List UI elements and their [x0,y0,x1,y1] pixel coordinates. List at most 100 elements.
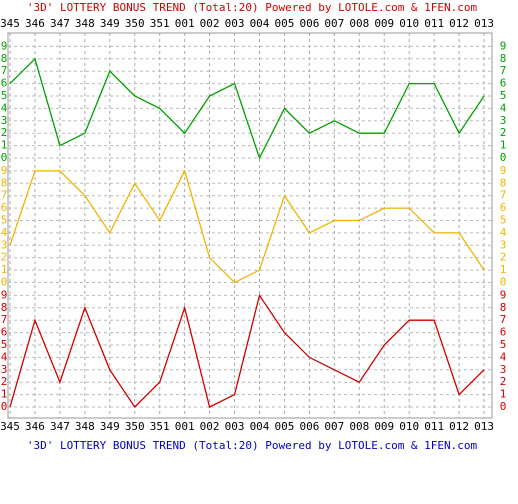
y-tick-label-left: 0 [1,151,8,164]
x-tick-label-top: 004 [250,17,270,30]
y-tick-label-right: 2 [500,251,507,264]
x-tick-label-top: 346 [25,17,45,30]
y-tick-label-right: 5 [500,214,507,227]
y-tick-label-right: 4 [500,101,507,114]
y-tick-label-left: 4 [1,350,8,363]
x-tick-label-top: 350 [125,17,145,30]
y-tick-label-left: 5 [1,214,8,227]
x-tick-label-bottom: 349 [100,420,120,433]
y-tick-label-right: 6 [500,326,507,339]
y-tick-label-right: 9 [500,39,507,52]
y-tick-label-right: 8 [500,52,507,65]
y-tick-label-right: 2 [500,126,507,139]
x-tick-label-bottom: 347 [50,420,70,433]
y-tick-label-left: 6 [1,201,8,214]
y-tick-label-left: 8 [1,301,8,314]
chart-footer: '3D' LOTTERY BONUS TREND (Total:20) Powe… [27,439,478,452]
x-tick-label-bottom: 001 [175,420,195,433]
y-tick-label-left: 1 [1,388,8,401]
x-tick-label-top: 007 [324,17,344,30]
x-tick-label-top: 009 [374,17,394,30]
y-tick-label-right: 0 [500,400,507,413]
y-tick-label-left: 8 [1,52,8,65]
y-tick-label-left: 1 [1,263,8,276]
y-tick-label-left: 6 [1,326,8,339]
x-tick-label-bottom: 351 [150,420,170,433]
x-tick-label-bottom: 346 [25,420,45,433]
x-tick-label-top: 349 [100,17,120,30]
x-tick-label-bottom: 010 [399,420,419,433]
y-tick-label-left: 6 [1,77,8,90]
x-tick-label-bottom: 013 [474,420,494,433]
x-tick-label-top: 351 [150,17,170,30]
y-tick-label-left: 9 [1,288,8,301]
x-tick-label-top: 011 [424,17,444,30]
x-tick-label-bottom: 348 [75,420,95,433]
y-tick-label-right: 6 [500,201,507,214]
y-tick-label-left: 9 [1,164,8,177]
y-tick-label-right: 3 [500,238,507,251]
y-tick-label-left: 2 [1,251,8,264]
y-tick-label-right: 8 [500,301,507,314]
y-tick-label-right: 5 [500,89,507,102]
x-tick-label-bottom: 345 [0,420,20,433]
y-tick-label-left: 5 [1,89,8,102]
y-tick-label-right: 2 [500,375,507,388]
x-tick-label-bottom: 005 [275,420,295,433]
y-tick-label-left: 7 [1,313,8,326]
plot-frame [7,32,493,419]
y-tick-label-left: 9 [1,39,8,52]
y-tick-label-left: 2 [1,126,8,139]
y-tick-label-left: 4 [1,226,8,239]
y-tick-label-right: 7 [500,313,507,326]
y-tick-label-right: 1 [500,388,507,401]
x-tick-label-bottom: 008 [349,420,369,433]
x-tick-label-top: 003 [225,17,245,30]
x-tick-label-top: 001 [175,17,195,30]
x-tick-label-top: 348 [75,17,95,30]
y-tick-label-right: 7 [500,64,507,77]
trend-line [9,169,485,284]
x-tick-label-bottom: 007 [324,420,344,433]
y-tick-label-left: 3 [1,238,8,251]
x-tick-label-bottom: 004 [250,420,270,433]
y-tick-label-left: 1 [1,139,8,152]
y-tick-label-right: 8 [500,176,507,189]
x-tick-label-top: 008 [349,17,369,30]
x-tick-label-top: 013 [474,17,494,30]
y-tick-label-left: 8 [1,176,8,189]
y-tick-label-right: 1 [500,263,507,276]
trend-line [9,293,485,409]
y-tick-label-left: 7 [1,64,8,77]
y-tick-label-right: 4 [500,350,507,363]
y-tick-label-right: 1 [500,139,507,152]
y-tick-label-right: 0 [500,151,507,164]
x-tick-label-bottom: 003 [225,420,245,433]
x-tick-label-bottom: 006 [299,420,319,433]
x-tick-label-bottom: 350 [125,420,145,433]
y-tick-label-left: 2 [1,375,8,388]
x-tick-label-top: 347 [50,17,70,30]
y-tick-label-right: 0 [500,276,507,289]
x-tick-label-top: 006 [299,17,319,30]
x-tick-label-top: 345 [0,17,20,30]
y-tick-label-right: 9 [500,288,507,301]
y-tick-label-right: 3 [500,114,507,127]
y-tick-label-right: 4 [500,226,507,239]
y-tick-label-right: 7 [500,189,507,202]
y-tick-label-right: 9 [500,164,507,177]
x-tick-label-top: 002 [200,17,220,30]
x-tick-label-bottom: 011 [424,420,444,433]
y-tick-label-right: 3 [500,363,507,376]
y-tick-label-right: 5 [500,338,507,351]
x-tick-label-top: 010 [399,17,419,30]
y-tick-label-left: 0 [1,276,8,289]
x-tick-label-top: 005 [275,17,295,30]
x-tick-label-bottom: 002 [200,420,220,433]
x-tick-label-top: 012 [449,17,469,30]
chart-title: '3D' LOTTERY BONUS TREND (Total:20) Powe… [27,1,478,14]
y-tick-label-left: 5 [1,338,8,351]
trend-line [9,57,485,160]
